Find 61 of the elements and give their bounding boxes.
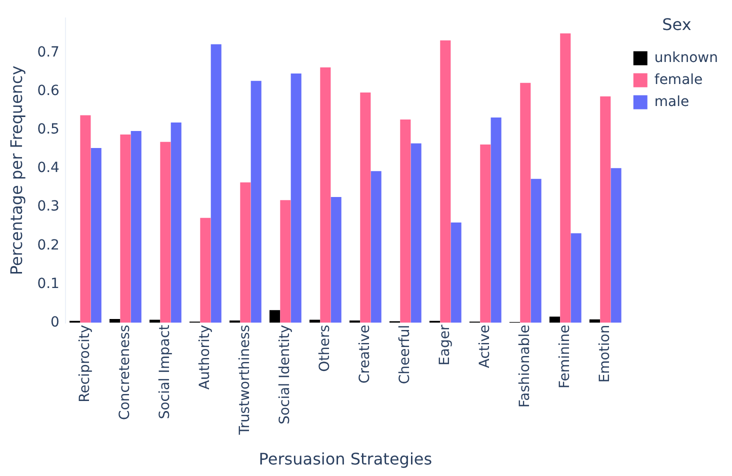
bar bbox=[160, 142, 171, 323]
x-tick-label: Cheerful bbox=[397, 324, 414, 384]
x-tick-label: Authority bbox=[197, 324, 214, 390]
x-tick-label: Trustworthiness bbox=[237, 324, 254, 436]
y-tick-label: 0 bbox=[50, 314, 60, 330]
bar bbox=[90, 148, 102, 323]
x-tick-label: Others bbox=[317, 324, 334, 372]
bar bbox=[570, 233, 582, 323]
y-tick-label: 0.3 bbox=[37, 198, 60, 215]
legend-label: unknown bbox=[654, 50, 718, 66]
bar bbox=[150, 320, 160, 323]
bar bbox=[400, 119, 411, 323]
bar bbox=[530, 178, 542, 323]
bar bbox=[480, 144, 491, 323]
bar bbox=[210, 44, 222, 323]
bar bbox=[170, 122, 182, 323]
x-tick-label: Emotion bbox=[597, 324, 614, 383]
x-tick-label: Reciprocity bbox=[77, 324, 94, 402]
y-tick-label: 0.1 bbox=[37, 276, 60, 292]
y-tick-label: 0.7 bbox=[37, 44, 60, 60]
legend-title: Sex bbox=[662, 15, 692, 34]
bar bbox=[110, 318, 120, 323]
bar bbox=[130, 131, 142, 323]
bar bbox=[610, 168, 622, 323]
x-tick-label: Feminine bbox=[557, 324, 574, 388]
bar bbox=[440, 40, 451, 323]
x-tick-label: Social Identity bbox=[277, 324, 294, 424]
legend-label: male bbox=[654, 94, 690, 110]
bar bbox=[240, 182, 251, 323]
x-tick-label: Concreteness bbox=[117, 324, 134, 420]
bar bbox=[280, 200, 291, 323]
y-axis-title: Percentage per Frequency bbox=[6, 66, 26, 276]
y-tick-label: 0.6 bbox=[37, 82, 60, 99]
bar bbox=[250, 80, 262, 323]
y-tick-label: 0.5 bbox=[37, 122, 60, 138]
x-tick-label: Active bbox=[477, 324, 494, 368]
bar bbox=[320, 67, 331, 323]
x-axis-title: Persuasion Strategies bbox=[258, 450, 432, 469]
bar bbox=[560, 33, 571, 323]
y-tick-label: 0.4 bbox=[37, 160, 60, 176]
x-tick-label: Fashionable bbox=[517, 324, 534, 408]
bar bbox=[269, 310, 280, 323]
x-tick-label: Creative bbox=[357, 324, 374, 384]
bar bbox=[120, 134, 131, 323]
bar bbox=[490, 118, 502, 323]
bar bbox=[360, 92, 371, 323]
x-tick-label: Eager bbox=[437, 324, 454, 366]
y-tick-label: 0.2 bbox=[37, 237, 60, 254]
bar bbox=[200, 218, 211, 323]
bar bbox=[410, 143, 422, 323]
bar bbox=[290, 74, 302, 323]
bar bbox=[549, 316, 560, 323]
bar bbox=[80, 115, 91, 323]
bar bbox=[600, 96, 611, 323]
bar bbox=[450, 222, 462, 323]
x-tick-label: Social Impact bbox=[157, 324, 174, 420]
bar bbox=[309, 320, 320, 323]
bar bbox=[370, 171, 382, 323]
legend-label: female bbox=[654, 72, 703, 88]
bar bbox=[330, 197, 342, 323]
bar bbox=[520, 82, 531, 323]
